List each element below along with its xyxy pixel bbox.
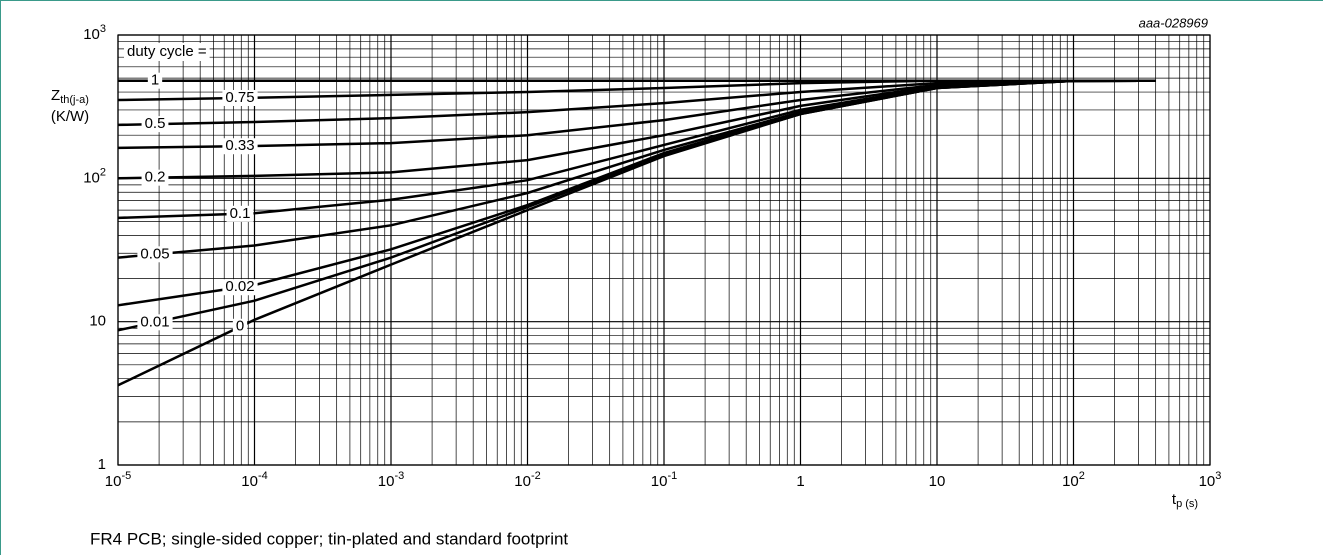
series-label: 1 bbox=[151, 72, 159, 89]
series-label: 0.02 bbox=[225, 278, 254, 295]
series-line bbox=[118, 81, 1156, 258]
series-label: 0.75 bbox=[225, 89, 254, 106]
series-label: 0.1 bbox=[230, 205, 251, 222]
legend-title: duty cycle = bbox=[127, 43, 207, 60]
series-line bbox=[118, 81, 1156, 386]
figure-code: aaa-028969 bbox=[1139, 15, 1208, 30]
series-line bbox=[118, 81, 1156, 331]
y-axis-label: Zth(j-a) bbox=[51, 87, 89, 106]
series-label: 0 bbox=[236, 318, 244, 335]
series-label: 0.33 bbox=[225, 137, 254, 154]
x-tick-label: 10 bbox=[929, 473, 946, 490]
series-label: 0.2 bbox=[145, 169, 166, 186]
series-label: 0.01 bbox=[140, 313, 169, 330]
series-line bbox=[118, 81, 1156, 125]
chart: 10-510-410-310-210-1110102103110102103 1… bbox=[0, 0, 1323, 555]
caption: FR4 PCB; single-sided copper; tin-plated… bbox=[90, 529, 568, 548]
x-tick-label: 1 bbox=[796, 473, 804, 490]
x-tick-label: 103 bbox=[1199, 470, 1222, 490]
y-axis-unit: (K/W) bbox=[51, 108, 89, 125]
labels: 1 0.75 0.5 0.33 0.2 0.1 0.05 0.02 0.01 0 duty cycl… bbox=[124, 43, 258, 335]
x-tick-label: 102 bbox=[1062, 470, 1085, 490]
series-line bbox=[118, 81, 1156, 306]
y-tick-label: 10 bbox=[89, 313, 106, 330]
series-label: 0.5 bbox=[145, 115, 166, 132]
y-tick-label: 102 bbox=[83, 166, 106, 186]
x-tick-label: 10-4 bbox=[241, 470, 267, 490]
lines bbox=[118, 81, 1156, 386]
x-tick-label: 10-2 bbox=[514, 470, 540, 490]
series-line bbox=[118, 81, 1156, 148]
x-tick-label: 10-5 bbox=[105, 470, 131, 490]
y-tick-label: 103 bbox=[83, 23, 106, 43]
y-tick-label: 1 bbox=[98, 456, 106, 473]
series-label: 0.05 bbox=[140, 245, 169, 262]
x-tick-label: 10-3 bbox=[378, 470, 404, 490]
x-tick-label: 10-1 bbox=[651, 470, 677, 490]
series-line bbox=[118, 81, 1156, 218]
x-axis-label: tp (s) bbox=[1172, 491, 1198, 510]
